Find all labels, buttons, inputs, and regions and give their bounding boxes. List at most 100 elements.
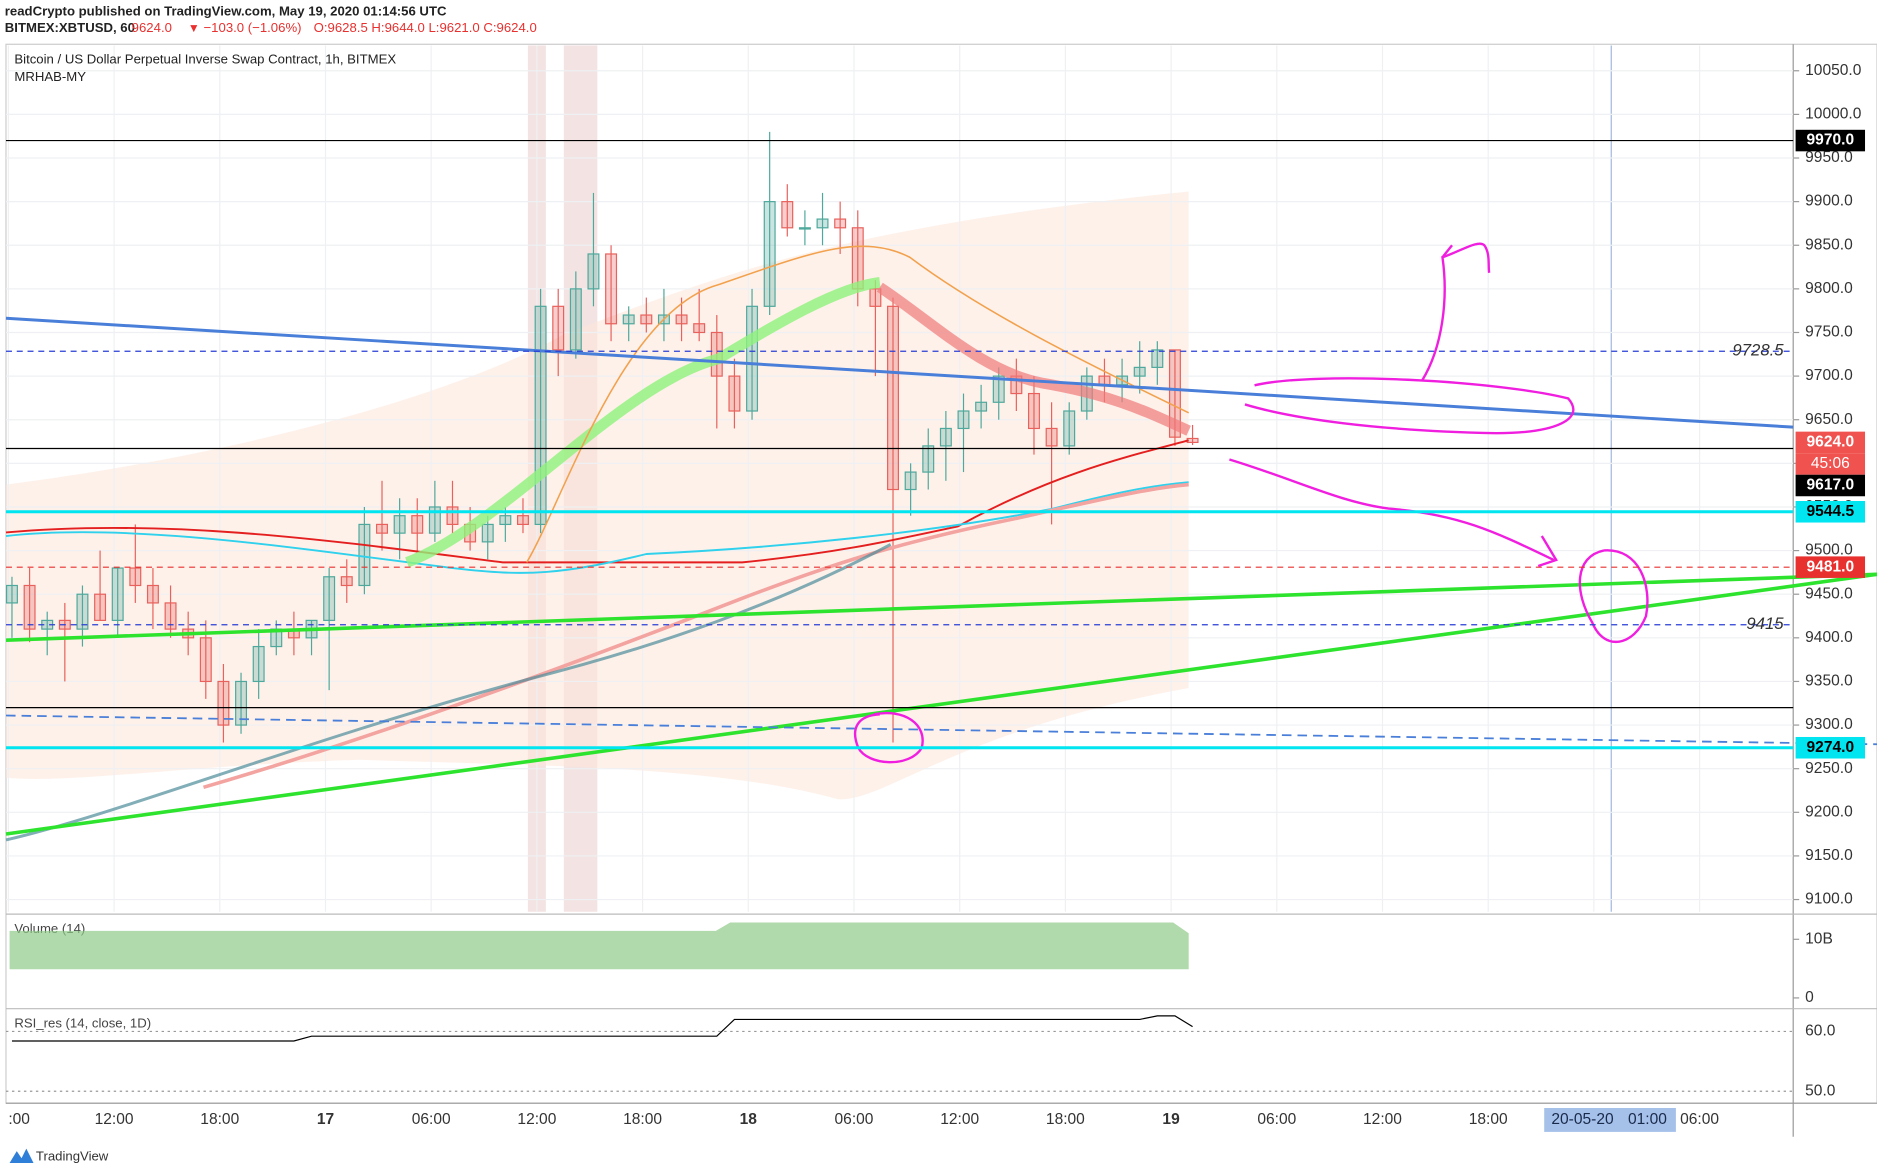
moving-average (526, 245, 1190, 563)
y-tick-label: 9400.0 (1805, 629, 1853, 646)
ribbon (405, 277, 881, 568)
y-tick-label: 9100.0 (1805, 891, 1853, 908)
ribbon (876, 282, 1191, 436)
x-tick-label: 17 (317, 1111, 334, 1128)
x-tick-label: 12:00 (517, 1111, 556, 1128)
candle-body (693, 323, 706, 334)
circle (853, 711, 924, 764)
y-tick-label: 9450.0 (1805, 585, 1853, 602)
candle-body (323, 576, 336, 621)
x-tick-label: 12:00 (940, 1111, 979, 1128)
candle-body (235, 680, 248, 726)
x-tick-label: :00 (8, 1111, 30, 1128)
candle-body (922, 445, 935, 473)
footer: TradingView (36, 1149, 109, 1164)
chart-title: Bitcoin / US Dollar Perpetual Inverse Sw… (14, 51, 396, 66)
candle-body (975, 401, 988, 412)
ellipse (1244, 377, 1575, 435)
candle-body (376, 523, 388, 534)
candle-body (1045, 427, 1058, 447)
countdown-box (1795, 453, 1866, 475)
x-tick-label: 06:00 (1257, 1111, 1296, 1128)
candle-body (587, 253, 600, 290)
circle (1578, 549, 1649, 643)
last-price: 9624.0 (132, 20, 172, 35)
candle-body (129, 567, 142, 587)
y-tick-label: 10000.0 (1805, 105, 1862, 122)
x-tick-label: 18 (740, 1111, 758, 1128)
moving-average (202, 482, 1189, 790)
plot (5, 45, 1794, 912)
y-tick-label: 9250.0 (1805, 760, 1853, 777)
candle-body (1186, 437, 1199, 444)
arrow-down (1229, 458, 1558, 568)
x-tick-label: 18:00 (623, 1111, 662, 1128)
y-tick-label: 10050.0 (1805, 62, 1862, 79)
x-tick-label: 06:00 (1680, 1111, 1719, 1128)
x-tick-label: 12:00 (95, 1111, 134, 1128)
x-tick-label: 06:00 (835, 1111, 874, 1128)
price-label: 9481.0 (1795, 556, 1866, 578)
candle-body (746, 305, 759, 412)
candle-body (146, 584, 159, 604)
price-box-label: 9544.5 (1807, 503, 1855, 520)
x-tick-label: 19 (1162, 1111, 1180, 1128)
countdown: 45:06 (1811, 455, 1850, 472)
candle-body (217, 680, 230, 726)
candle-body (446, 506, 459, 526)
trendline (5, 316, 1794, 429)
candle-body (957, 410, 970, 430)
cursor-box (1544, 1107, 1676, 1132)
x-tick-label: 12:00 (1363, 1111, 1402, 1128)
candle-body (516, 515, 529, 526)
candle-body (164, 602, 177, 630)
trendline (5, 572, 1877, 642)
annotations (853, 242, 1649, 764)
candle-body (992, 375, 1005, 403)
down-arrow: ▼ (188, 21, 200, 35)
candle-body (428, 506, 441, 534)
ohlc: O:9628.5 H:9644.0 L:9621.0 C:9624.0 (314, 20, 537, 35)
candle-body (23, 584, 36, 630)
y-tick-label: 9750.0 (1805, 324, 1853, 341)
x-tick-label: 18:00 (1469, 1111, 1508, 1128)
price-label: 9544.5 (1795, 500, 1866, 523)
price-box-label: 9970.0 (1807, 132, 1855, 149)
trendline (5, 714, 1877, 746)
volume-band (9, 922, 1189, 970)
trendline (5, 572, 1877, 836)
y-tick-label: 9300.0 (1805, 716, 1853, 733)
candle-body (1168, 349, 1181, 438)
candle-body (5, 584, 18, 604)
price-box (1795, 500, 1866, 523)
price-box (1795, 431, 1866, 454)
candle-body (199, 637, 212, 683)
candle-body (869, 288, 882, 307)
candle-body (393, 515, 406, 534)
level-label: 9415 (1746, 614, 1784, 633)
y-tick-label: 9800.0 (1805, 280, 1853, 297)
y-tick-label: 0 (1805, 989, 1814, 1006)
y-tick-label: 9200.0 (1805, 803, 1853, 820)
y-tick-label: 10B (1805, 930, 1833, 947)
y-tick-label: 9700.0 (1805, 367, 1853, 384)
change: −103.0 (−1.06%) (204, 20, 302, 35)
x-tick-label: 06:00 (412, 1111, 451, 1128)
price-box-label: 9481.0 (1807, 558, 1855, 575)
candle-body (534, 305, 547, 526)
y-tick-label: 9850.0 (1805, 236, 1853, 253)
y-tick-label: 9350.0 (1805, 673, 1853, 690)
price-label: 9624.0 (1795, 431, 1866, 454)
candle-body (94, 593, 107, 621)
price-box-label: 9617.0 (1807, 477, 1855, 494)
candle-body (728, 375, 741, 412)
cursor-date: 20-05-20 (1551, 1111, 1614, 1128)
level-label: 9728.5 (1732, 341, 1784, 360)
y-tick-label: 9150.0 (1805, 847, 1853, 864)
candle-body (939, 427, 952, 447)
candle-body (781, 201, 794, 229)
rsi-title: RSI_res (14, close, 1D) (14, 1016, 151, 1031)
price-label: 9617.0 (1795, 474, 1866, 497)
x-tick-label: 18:00 (1046, 1111, 1085, 1128)
symbol: BITMEX:XBTUSD, 60 (5, 20, 135, 35)
